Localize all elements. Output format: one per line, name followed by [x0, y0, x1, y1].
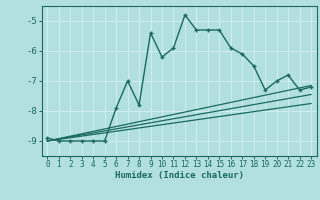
X-axis label: Humidex (Indice chaleur): Humidex (Indice chaleur) [115, 171, 244, 180]
